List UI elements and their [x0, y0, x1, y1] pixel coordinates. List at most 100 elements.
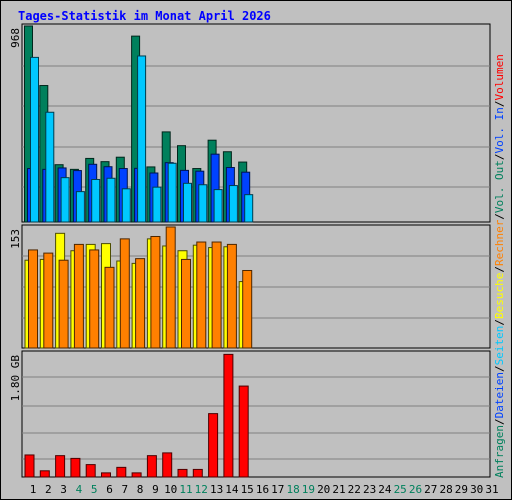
day-label: 15 — [241, 483, 254, 496]
side-legend-item: / — [493, 153, 506, 160]
day-label: 6 — [106, 483, 113, 496]
bar-volumen-day-4 — [70, 457, 81, 478]
bar-rechner-day-10 — [165, 226, 176, 349]
day-label: 24 — [378, 483, 392, 496]
bar-seiten-day-14 — [228, 185, 238, 223]
day-label: 8 — [137, 483, 144, 496]
bar-volumen-day-11 — [177, 468, 188, 478]
side-legend-item: Volumen — [493, 54, 506, 100]
day-label: 9 — [152, 483, 159, 496]
bar-seiten-day-2 — [45, 111, 55, 223]
bar-seiten-day-13 — [213, 189, 223, 223]
bar-rechner-day-14 — [226, 243, 237, 349]
day-label: 30 — [470, 483, 483, 496]
side-legend-item: Besuche — [493, 273, 506, 319]
bar-seiten-day-10 — [167, 162, 177, 223]
day-label: 11 — [179, 483, 192, 496]
day-label: 10 — [164, 483, 177, 496]
bar-seiten-day-9 — [152, 186, 162, 223]
bar-volumen-day-5 — [85, 464, 96, 478]
panel-1: 968 — [9, 23, 491, 223]
side-legend-item: / — [493, 365, 506, 372]
day-label: 29 — [455, 483, 468, 496]
day-axis: 1 2 3 4 5 6 7 8 9 10 11 12 13 14 15 16 17 18 19 20 21 22 23 24 2… — [30, 483, 499, 496]
bar-rechner-day-8 — [135, 258, 146, 349]
day-label: 31 — [485, 483, 498, 496]
bar-rechner-day-5 — [89, 249, 100, 349]
bar-seiten-day-15 — [244, 194, 254, 223]
day-label: 14 — [225, 483, 239, 496]
bar-volumen-day-8 — [131, 472, 142, 478]
bar-volumen-day-15 — [238, 385, 249, 478]
bar-volumen-day-12 — [192, 468, 203, 478]
bar-rechner-day-9 — [150, 235, 161, 349]
bar-volumen-day-14 — [223, 353, 234, 478]
side-legend-item: Vol. Out — [493, 160, 506, 213]
day-label: 5 — [91, 483, 98, 496]
bar-rechner-day-11 — [181, 258, 191, 349]
chart-title: Tages-Statistik im Monat April 2026 — [18, 9, 271, 23]
bar-seiten-day-6 — [106, 177, 116, 223]
day-label: 4 — [76, 483, 83, 496]
day-label: 16 — [256, 483, 269, 496]
bar-seiten-day-5 — [91, 178, 101, 223]
day-label: 18 — [286, 483, 299, 496]
side-legend-item: / — [493, 266, 506, 273]
bar-seiten-day-8 — [137, 55, 147, 223]
panel-3: 1.80 GB — [9, 350, 491, 478]
bar-volumen-day-3 — [55, 455, 66, 478]
bar-rechner-day-2 — [43, 252, 54, 349]
chart-panels: 968 153 1.80 GB — [9, 23, 491, 478]
side-legend-item: Seiten — [493, 326, 506, 366]
day-label: 21 — [332, 483, 345, 496]
bar-volumen-day-9 — [146, 455, 157, 478]
bar-rechner-day-6 — [104, 266, 115, 349]
side-legend-item: / — [493, 100, 506, 107]
bar-rechner-day-7 — [119, 238, 130, 349]
bar-volumen-day-7 — [116, 466, 127, 478]
bar-seiten-day-12 — [198, 184, 208, 223]
side-legend-item: / — [493, 418, 506, 425]
day-label: 20 — [317, 483, 330, 496]
bar-volumen-day-1 — [24, 454, 35, 478]
day-label: 23 — [363, 483, 376, 496]
bar-rechner-day-4 — [73, 243, 84, 349]
bar-seiten-day-7 — [121, 188, 131, 223]
bar-rechner-day-3 — [58, 259, 69, 349]
side-legend-item: / — [493, 319, 506, 326]
bar-seiten-day-1 — [30, 56, 39, 223]
bar-volumen-day-13 — [208, 413, 219, 478]
panel-plot-area — [21, 350, 491, 478]
day-label: 1 — [30, 483, 37, 496]
day-label: 22 — [348, 483, 361, 496]
day-label: 26 — [409, 483, 422, 496]
bar-volumen-day-10 — [162, 452, 173, 478]
side-legend: Anfragen/Dateien/Seiten/Besuche/Rechner/… — [493, 54, 506, 478]
bar-rechner-day-1 — [28, 249, 38, 349]
bar-seiten-day-3 — [60, 177, 70, 223]
day-label: 28 — [439, 483, 452, 496]
day-label: 3 — [60, 483, 67, 496]
bar-rechner-day-12 — [196, 241, 207, 349]
bar-seiten-day-11 — [183, 182, 192, 223]
day-label: 12 — [195, 483, 208, 496]
side-legend-item: Vol. In — [493, 107, 506, 153]
bar-seiten-day-4 — [75, 191, 85, 223]
side-legend-item: Dateien — [493, 372, 506, 418]
day-label: 25 — [394, 483, 407, 496]
side-legend-item: Rechner — [493, 219, 506, 266]
day-label: 19 — [302, 483, 315, 496]
day-label: 7 — [121, 483, 128, 496]
day-label: 13 — [210, 483, 223, 496]
side-legend-item: / — [493, 213, 506, 220]
bar-volumen-day-2 — [39, 470, 50, 478]
day-label: 17 — [271, 483, 284, 496]
panel-max-label: 968 — [9, 28, 22, 48]
side-legend-item: Anfragen — [493, 425, 506, 478]
panel-max-label: 1.80 GB — [9, 355, 22, 402]
day-label: 2 — [45, 483, 52, 496]
day-label: 27 — [424, 483, 437, 496]
panel-2: 153 — [9, 224, 491, 349]
bar-volumen-day-6 — [101, 472, 111, 478]
